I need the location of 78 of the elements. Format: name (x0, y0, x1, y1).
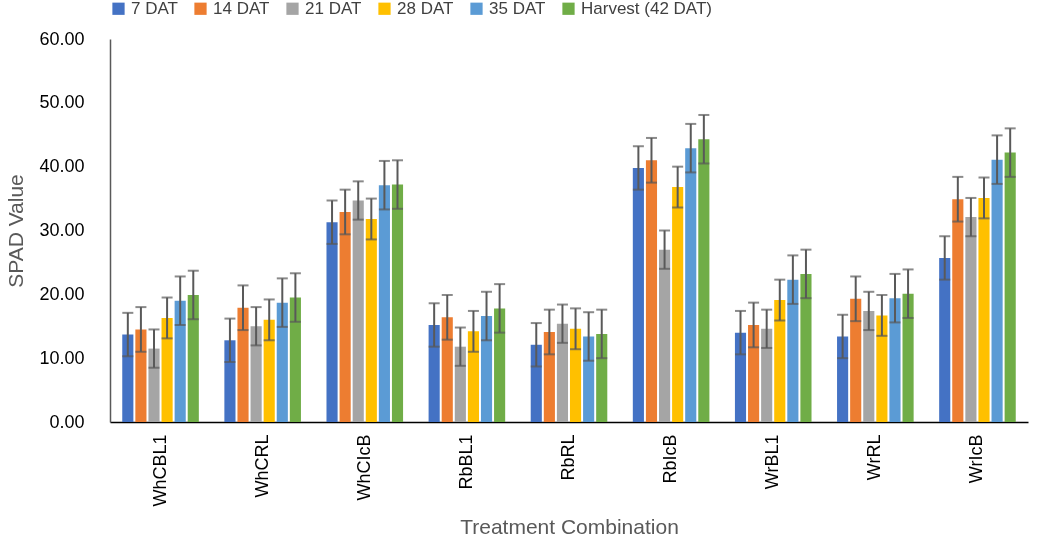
bar (583, 336, 595, 422)
bar (467, 331, 479, 422)
bar (237, 307, 249, 422)
bar (122, 334, 134, 422)
bar (289, 297, 301, 422)
bar (148, 348, 160, 422)
bar (161, 317, 173, 422)
legend-label: 21 DAT (305, 0, 362, 18)
x-axis-title: Treatment Combination (460, 514, 679, 538)
x-tick-label: RbRL (558, 434, 578, 481)
legend-label: 28 DAT (397, 0, 454, 18)
x-tick-label: WhCIcB (353, 434, 374, 501)
bar (391, 184, 404, 422)
bar (494, 308, 506, 422)
bar (250, 326, 262, 422)
legend-label: Harvest (42 DAT) (581, 0, 712, 18)
y-tick-label: 10.00 (39, 347, 85, 368)
bar (965, 217, 977, 422)
y-tick-label: 60.00 (39, 28, 85, 49)
x-tick-label: WhCRL (251, 434, 272, 498)
bar (748, 324, 760, 422)
bar (339, 211, 351, 422)
bar (659, 249, 671, 422)
x-tick-label: WhCBL1 (149, 434, 170, 507)
y-tick-label: 40.00 (39, 156, 85, 177)
x-tick-label: WrRL (864, 434, 885, 481)
bar (774, 300, 786, 422)
x-tick-label: RbIcB (660, 434, 681, 484)
legend-label: 7 DAT (131, 0, 178, 18)
bar (365, 219, 377, 422)
bar (837, 336, 849, 422)
bar (787, 279, 799, 422)
bar (187, 294, 199, 422)
bar (326, 222, 338, 422)
bar (863, 310, 875, 422)
y-axis-title: SPAD Value (4, 174, 28, 288)
bar (378, 185, 390, 422)
x-tick-label: WrIcB (966, 434, 987, 484)
bar (1004, 152, 1016, 422)
bar (543, 332, 555, 422)
x-tick-label: RbBL1 (455, 434, 476, 490)
bar (556, 323, 569, 422)
bar (569, 328, 582, 422)
bar (632, 167, 644, 422)
bar (596, 333, 608, 422)
bar (850, 298, 862, 422)
bar (645, 160, 658, 422)
bar (454, 346, 466, 422)
bar (685, 148, 697, 422)
bar (276, 302, 288, 422)
y-tick-label: 20.00 (39, 283, 85, 304)
bar (889, 298, 901, 422)
y-tick-label: 50.00 (39, 92, 85, 113)
bar (991, 159, 1003, 422)
bar (939, 257, 951, 422)
legend-label: 14 DAT (213, 0, 270, 18)
bar (263, 319, 275, 422)
y-tick-label: 0.00 (49, 411, 85, 432)
bar (480, 316, 493, 422)
bar (876, 315, 888, 422)
bar (952, 199, 964, 422)
x-tick-label: WrBL1 (762, 434, 783, 490)
bar (174, 300, 186, 422)
bar (698, 139, 710, 422)
legend-label: 35 DAT (489, 0, 546, 18)
bar (428, 324, 440, 422)
bar (224, 340, 236, 422)
bar (800, 273, 812, 422)
bar (734, 332, 747, 422)
bar (135, 329, 147, 422)
y-tick-label: 30.00 (39, 220, 85, 240)
bar (902, 293, 914, 422)
bar (978, 197, 990, 422)
bar (441, 317, 453, 422)
bar (672, 187, 684, 422)
bar (352, 200, 364, 422)
bar (761, 328, 773, 422)
bar (530, 344, 542, 422)
